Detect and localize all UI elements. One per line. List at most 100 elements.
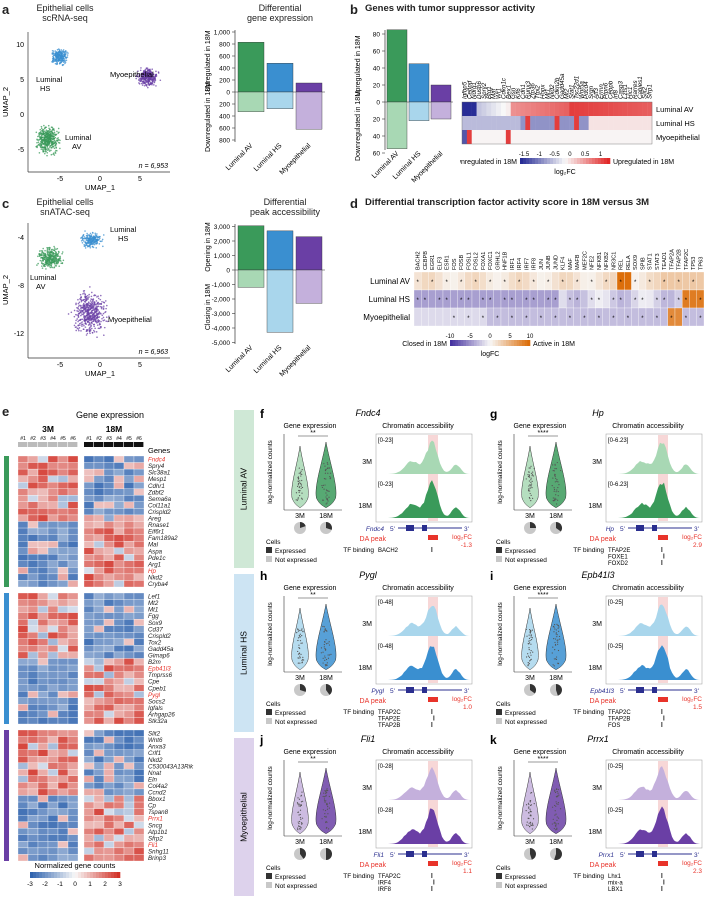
- heat-e-cell: [67, 514, 79, 522]
- side-label-myo-box: [234, 738, 254, 896]
- umap-a-label-hs-1: Luminal: [36, 75, 63, 84]
- track-exon: [652, 687, 657, 693]
- heat-e-cell: [83, 691, 95, 698]
- umap-point-av: [56, 262, 59, 265]
- heat-e-cell: [47, 475, 59, 483]
- umap-point-av: [54, 255, 56, 257]
- heat-e-title: Gene expression: [76, 410, 144, 420]
- heat-e-cell: [103, 756, 115, 763]
- heat-e-cell: [67, 508, 79, 516]
- side-label-av-box: [234, 410, 254, 568]
- umap-a-label-av-1: Luminal: [65, 133, 92, 142]
- heat-e-cell: [103, 625, 115, 633]
- umap-point-myo: [79, 307, 82, 310]
- track-violin-ylabel: log-normalized counts: [497, 601, 504, 665]
- heat-b-gene: Sfrp1: [647, 84, 654, 99]
- heat-b-cell: [559, 102, 565, 116]
- heat-e-cell: [17, 729, 29, 737]
- track-violin-point: [528, 474, 530, 476]
- heat-e-cell: [123, 821, 135, 829]
- umap-point-av: [45, 261, 48, 264]
- heat-e-cell: [17, 736, 29, 744]
- umap-point-myo: [142, 76, 144, 79]
- umap-point-av: [45, 268, 47, 270]
- heat-e-cell: [123, 599, 135, 607]
- umap-point-hs: [83, 236, 86, 238]
- track-violin-point: [529, 660, 531, 662]
- heat-e-cell: [103, 514, 115, 522]
- heat-e-cell: [133, 508, 145, 516]
- track-gene-title: Fndc4: [355, 408, 380, 418]
- heat-e-scale: [63, 872, 67, 878]
- heat-e-cell: [93, 691, 105, 698]
- heat-d-tf: IRF1: [510, 258, 516, 270]
- heat-d-scale: [476, 340, 480, 346]
- umap-point-myo: [84, 311, 87, 313]
- heat-e-gene: Zdbf2: [147, 489, 164, 496]
- heat-e-cell: [123, 847, 135, 855]
- track-violin-point: [557, 481, 559, 483]
- track-tf: mix-a: [608, 881, 623, 887]
- heat-e-cell: [113, 645, 125, 653]
- umap-point-hs: [92, 242, 95, 245]
- track-violin-point: [530, 824, 532, 826]
- heat-e-cell: [133, 573, 145, 581]
- heat-b-cell: [491, 102, 497, 116]
- heat-e-cell: [37, 664, 49, 672]
- umap-point-myo: [91, 331, 94, 334]
- track-tf-site: [431, 709, 433, 714]
- umap-point-av: [54, 250, 57, 253]
- umap-point-hs: [51, 53, 54, 55]
- heat-e-cell: [57, 488, 69, 496]
- track-violin-point: [552, 646, 554, 648]
- heat-e-cell: [17, 664, 29, 672]
- track-violin-point: [525, 656, 528, 658]
- track-gene-model-name: Fli1: [374, 852, 385, 859]
- umap-point-av: [36, 145, 38, 147]
- heat-e-cell: [103, 521, 115, 529]
- heat-e-cell: [103, 534, 115, 542]
- umap-a-xtick-1: 0: [98, 176, 102, 183]
- track-violin-point: [297, 639, 299, 642]
- heat-b-cell: [569, 102, 575, 116]
- heat-d-cell: [450, 271, 458, 291]
- track-violin-point: [322, 651, 324, 653]
- bar-down: [386, 101, 408, 149]
- heat-e-cell: [123, 540, 135, 548]
- heat-e-cell: [47, 468, 59, 476]
- track-violin-point: [298, 635, 300, 637]
- heat-e-cell: [103, 651, 115, 659]
- track-violin-point: [300, 473, 302, 475]
- track-violin-point: [527, 824, 529, 826]
- heat-e-cell: [103, 671, 115, 679]
- heat-d-sig: *: [532, 280, 535, 286]
- heat-e-cell: [47, 736, 59, 744]
- heat-e-cell: [17, 488, 29, 496]
- umap-point-myo: [105, 307, 107, 310]
- heat-d-sig: *: [656, 316, 659, 322]
- heat-e-cell: [67, 684, 79, 692]
- bar-down: [295, 269, 323, 304]
- track-violin-point: [530, 485, 532, 487]
- track-exon: [652, 525, 657, 531]
- heat-e-cell: [37, 821, 49, 829]
- track-violin-point: [529, 490, 531, 492]
- umap-point-myo: [82, 311, 85, 314]
- umap-point-hs: [64, 62, 66, 65]
- heat-d-tf: FOXC1: [488, 251, 494, 270]
- heat-e-cell: [27, 645, 39, 653]
- umap-point-av: [44, 254, 46, 257]
- heat-b-cell: [554, 116, 560, 130]
- umap-point-myo: [102, 316, 105, 319]
- heat-e-cell: [93, 560, 105, 568]
- umap-point-myo: [104, 310, 107, 313]
- track-violin-point: [324, 790, 326, 792]
- track-violin-point: [529, 632, 531, 634]
- track-accessibility: [606, 604, 702, 636]
- heat-b-row: Luminal HS: [656, 119, 695, 128]
- heat-e-cell: [113, 508, 125, 516]
- heat-e-cell: [67, 834, 79, 842]
- track-violin-point: [327, 500, 329, 502]
- heat-e-cell: [17, 645, 29, 653]
- umap-point-av: [54, 140, 56, 143]
